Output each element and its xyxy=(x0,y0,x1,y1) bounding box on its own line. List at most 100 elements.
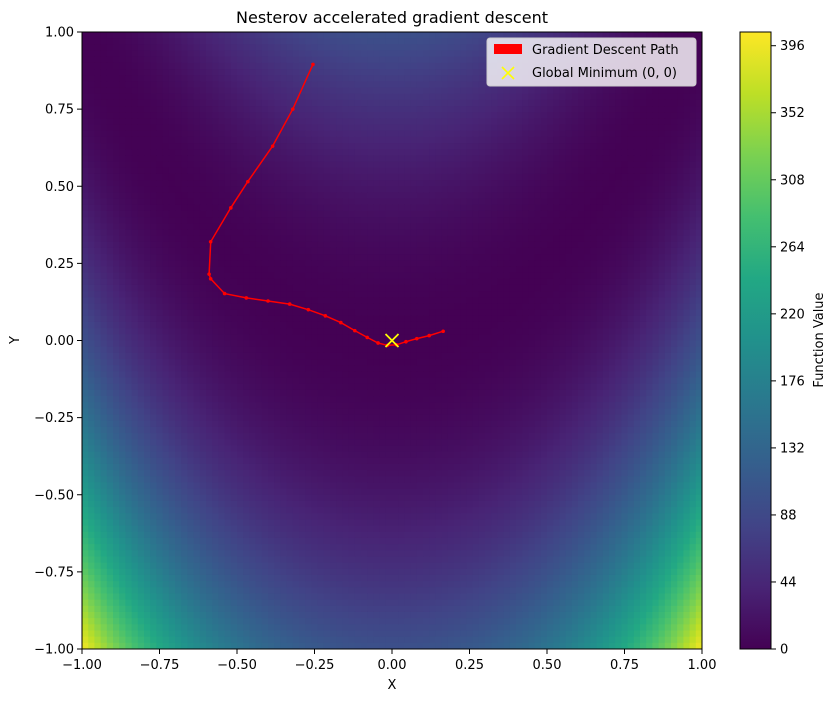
heatmap-cell xyxy=(454,112,461,119)
heatmap-cell xyxy=(528,247,536,255)
heatmap-cell xyxy=(82,284,89,292)
heatmap-cell xyxy=(131,217,139,224)
heatmap-cell xyxy=(423,278,430,286)
heatmap-cell xyxy=(664,321,672,329)
heatmap-cell xyxy=(423,167,430,175)
heatmap-cell xyxy=(305,328,312,335)
heatmap-cell xyxy=(497,297,505,305)
heatmap-cell xyxy=(274,284,281,292)
heatmap-cell xyxy=(100,161,108,169)
heatmap-cell xyxy=(156,223,164,231)
heatmap-cell xyxy=(478,180,486,187)
heatmap-cell xyxy=(106,81,114,89)
heatmap-cell xyxy=(237,254,244,261)
heatmap-cell xyxy=(199,309,207,317)
heatmap-cell xyxy=(280,167,288,175)
heatmap-cell xyxy=(280,69,288,76)
heatmap-cell xyxy=(175,56,182,64)
heatmap-cell xyxy=(292,32,300,39)
heatmap-cell xyxy=(429,32,436,39)
heatmap-cell xyxy=(311,284,319,292)
heatmap-cell xyxy=(361,272,368,280)
heatmap-cell xyxy=(212,99,219,107)
heatmap-cell xyxy=(497,223,505,231)
heatmap-cell xyxy=(435,81,443,89)
heatmap-cell xyxy=(540,167,548,175)
heatmap-cell xyxy=(224,309,232,317)
heatmap-cell xyxy=(237,124,244,132)
heatmap-cell xyxy=(516,136,523,144)
heatmap-cell xyxy=(410,130,418,138)
heatmap-cell xyxy=(181,56,188,64)
heatmap-cell xyxy=(268,93,275,101)
heatmap-cell xyxy=(354,315,362,323)
heatmap-cell xyxy=(435,106,443,113)
heatmap-cell xyxy=(547,210,554,218)
heatmap-cell xyxy=(131,204,139,212)
heatmap-cell xyxy=(596,235,604,243)
heatmap-cell xyxy=(516,186,523,194)
heatmap-cell xyxy=(695,204,702,212)
heatmap-cell xyxy=(429,75,436,82)
heatmap-cell xyxy=(106,87,114,95)
heatmap-cell xyxy=(590,229,598,237)
heatmap-cell xyxy=(609,291,616,298)
heatmap-cell xyxy=(367,106,374,113)
heatmap-cell xyxy=(503,192,511,200)
heatmap-cell xyxy=(565,284,573,292)
heatmap-cell xyxy=(602,87,610,95)
heatmap-cell xyxy=(454,124,461,132)
heatmap-cell xyxy=(547,309,554,317)
heatmap-cell xyxy=(367,44,374,52)
heatmap-cell xyxy=(255,32,263,39)
heatmap-cell xyxy=(237,204,244,212)
heatmap-cell xyxy=(671,204,678,212)
heatmap-cell xyxy=(602,155,610,163)
heatmap-cell xyxy=(336,266,343,274)
heatmap-cell xyxy=(602,118,610,126)
heatmap-cell xyxy=(466,93,474,101)
heatmap-cell xyxy=(640,272,647,280)
heatmap-cell xyxy=(106,69,114,76)
heatmap-cell xyxy=(565,186,573,194)
heatmap-cell xyxy=(640,297,647,305)
heatmap-cell xyxy=(305,130,312,138)
heatmap-cell xyxy=(646,309,653,317)
heatmap-cell xyxy=(299,130,306,138)
heatmap-cell xyxy=(454,130,461,138)
heatmap-cell xyxy=(522,106,529,113)
heatmap-cell xyxy=(522,272,529,280)
heatmap-cell xyxy=(584,124,591,132)
heatmap-cell xyxy=(181,50,188,58)
heatmap-cell xyxy=(423,87,430,95)
heatmap-cell xyxy=(255,309,263,317)
heatmap-cell xyxy=(274,229,281,237)
heatmap-cell xyxy=(509,198,517,206)
heatmap-cell xyxy=(361,192,368,200)
heatmap-cell xyxy=(317,62,325,70)
heatmap-cell xyxy=(404,167,412,175)
heatmap-cell xyxy=(441,210,449,218)
heatmap-cell xyxy=(416,143,424,150)
heatmap-cell xyxy=(144,328,151,335)
heatmap-cell xyxy=(218,278,226,286)
heatmap-cell xyxy=(342,69,350,76)
heatmap-cell xyxy=(243,149,250,156)
heatmap-cell xyxy=(447,272,455,280)
heatmap-cell xyxy=(472,155,480,163)
heatmap-cell xyxy=(547,284,554,292)
heatmap-cell xyxy=(199,235,207,243)
heatmap-cell xyxy=(429,50,436,58)
heatmap-cell xyxy=(615,99,622,107)
heatmap-cell xyxy=(385,69,393,76)
heatmap-cell xyxy=(695,260,702,268)
heatmap-cell xyxy=(237,334,244,342)
heatmap-cell xyxy=(199,32,207,39)
heatmap-cell xyxy=(602,235,610,243)
heatmap-cell xyxy=(435,291,443,298)
heatmap-cell xyxy=(243,315,250,323)
heatmap-cell xyxy=(305,198,312,206)
heatmap-cell xyxy=(249,149,257,156)
heatmap-cell xyxy=(113,173,120,181)
heatmap-cell xyxy=(292,309,300,317)
